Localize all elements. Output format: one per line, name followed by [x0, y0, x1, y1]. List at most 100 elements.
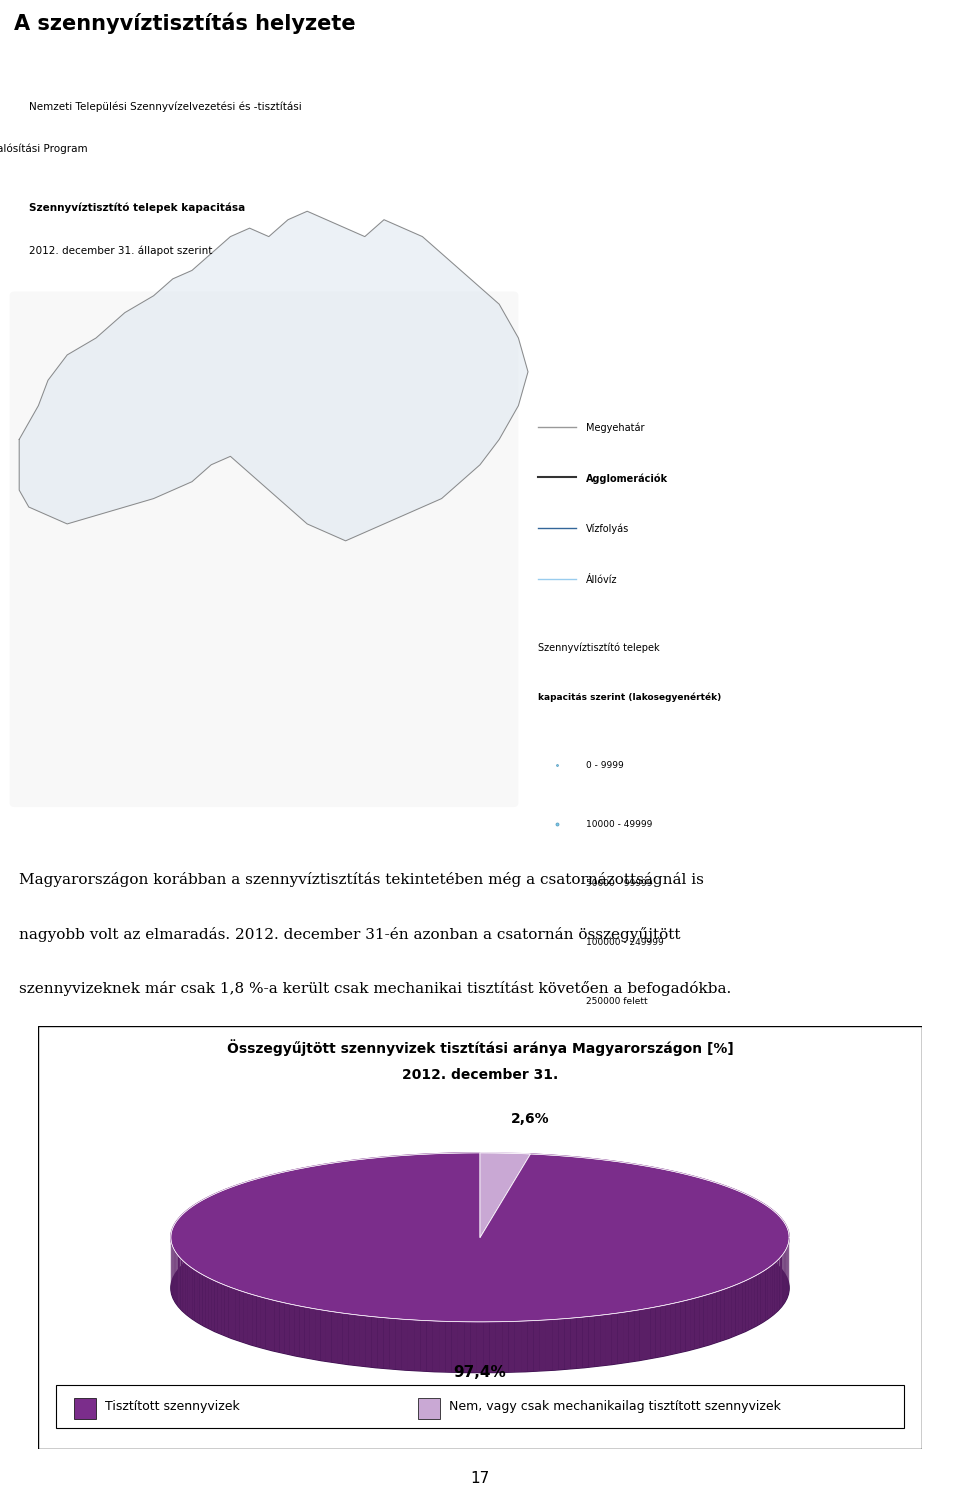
Polygon shape	[666, 1304, 671, 1355]
Text: Megyehatár: Megyehatár	[586, 423, 644, 433]
Polygon shape	[252, 1295, 256, 1346]
Polygon shape	[732, 1286, 735, 1337]
Polygon shape	[182, 1260, 184, 1313]
Text: 100000 - 249999: 100000 - 249999	[586, 939, 663, 948]
Polygon shape	[720, 1289, 724, 1342]
Polygon shape	[244, 1292, 248, 1345]
Polygon shape	[763, 1269, 765, 1322]
Polygon shape	[337, 1313, 343, 1364]
Polygon shape	[465, 1322, 470, 1373]
Polygon shape	[203, 1275, 205, 1326]
Polygon shape	[232, 1287, 236, 1340]
Polygon shape	[377, 1317, 384, 1369]
Polygon shape	[782, 1254, 783, 1305]
Bar	[56, 1385, 904, 1428]
Polygon shape	[408, 1319, 414, 1370]
Polygon shape	[256, 1296, 261, 1348]
Text: Tisztított szennyvizek: Tisztított szennyvizek	[105, 1400, 239, 1412]
Text: 2012. december 31.: 2012. december 31.	[402, 1068, 558, 1082]
Polygon shape	[757, 1274, 760, 1325]
Polygon shape	[208, 1278, 211, 1329]
Polygon shape	[635, 1310, 639, 1361]
Text: 0 - 9999: 0 - 9999	[586, 761, 623, 770]
Polygon shape	[783, 1251, 784, 1304]
Ellipse shape	[171, 1204, 789, 1373]
Text: Magyarországon korábban a szennyvíztisztítás tekintetében még a csatornázottságn: Magyarországon korábban a szennyvíztiszt…	[19, 872, 704, 887]
Polygon shape	[480, 1153, 530, 1237]
Polygon shape	[236, 1289, 240, 1342]
Text: nagyobb volt az elmaradás. 2012. december 31-én azonban a csatornán összegyűjtöt: nagyobb volt az elmaradás. 2012. decembe…	[19, 927, 681, 942]
Polygon shape	[445, 1322, 451, 1372]
Polygon shape	[433, 1320, 439, 1372]
Polygon shape	[496, 1322, 502, 1373]
Polygon shape	[490, 1322, 496, 1373]
Polygon shape	[676, 1302, 681, 1354]
Polygon shape	[343, 1313, 348, 1364]
Polygon shape	[477, 1322, 483, 1373]
Polygon shape	[180, 1259, 182, 1311]
Polygon shape	[540, 1320, 546, 1372]
Polygon shape	[515, 1322, 521, 1372]
Polygon shape	[176, 1251, 177, 1304]
Polygon shape	[778, 1259, 780, 1311]
FancyBboxPatch shape	[10, 291, 518, 807]
Polygon shape	[188, 1265, 190, 1317]
Polygon shape	[384, 1317, 390, 1369]
Polygon shape	[645, 1308, 650, 1360]
Text: 2012. december 31. állapot szerint: 2012. december 31. állapot szerint	[29, 244, 212, 255]
Polygon shape	[623, 1311, 629, 1363]
Polygon shape	[177, 1254, 178, 1305]
Polygon shape	[348, 1314, 354, 1366]
Polygon shape	[784, 1249, 785, 1302]
Polygon shape	[681, 1301, 685, 1352]
Polygon shape	[606, 1314, 612, 1366]
Polygon shape	[178, 1255, 180, 1307]
Polygon shape	[671, 1302, 676, 1355]
Polygon shape	[650, 1307, 656, 1358]
Polygon shape	[279, 1302, 284, 1354]
Polygon shape	[390, 1319, 396, 1369]
Polygon shape	[704, 1295, 708, 1346]
Polygon shape	[639, 1308, 645, 1361]
Polygon shape	[304, 1307, 310, 1358]
Polygon shape	[420, 1320, 426, 1372]
Polygon shape	[776, 1260, 778, 1313]
Polygon shape	[656, 1305, 660, 1358]
Polygon shape	[739, 1283, 742, 1334]
Polygon shape	[321, 1310, 326, 1361]
Text: Összegyűjtött szennyvizek tisztítási aránya Magyarországon [%]: Összegyűjtött szennyvizek tisztítási ará…	[227, 1038, 733, 1056]
Polygon shape	[708, 1293, 712, 1345]
Polygon shape	[583, 1316, 588, 1367]
Polygon shape	[261, 1298, 265, 1349]
Polygon shape	[716, 1290, 720, 1343]
Polygon shape	[780, 1257, 781, 1308]
Text: kapacitás szerint (lakosegyenérték): kapacitás szerint (lakosegyenérték)	[538, 693, 721, 702]
Text: Nemzeti Települési Szennyvízelvezetési és -tisztítási: Nemzeti Települési Szennyvízelvezetési é…	[29, 101, 301, 112]
Polygon shape	[458, 1322, 465, 1373]
Polygon shape	[521, 1320, 527, 1372]
Polygon shape	[451, 1322, 458, 1372]
Polygon shape	[270, 1299, 275, 1351]
Text: 17: 17	[470, 1471, 490, 1486]
Polygon shape	[570, 1317, 577, 1369]
Polygon shape	[439, 1322, 445, 1372]
Polygon shape	[19, 211, 528, 540]
Polygon shape	[192, 1268, 195, 1320]
Polygon shape	[240, 1290, 244, 1343]
Polygon shape	[629, 1311, 635, 1363]
Polygon shape	[225, 1286, 228, 1337]
Polygon shape	[396, 1319, 402, 1370]
Polygon shape	[772, 1263, 774, 1316]
Polygon shape	[559, 1319, 564, 1370]
Polygon shape	[366, 1316, 372, 1367]
Polygon shape	[205, 1277, 208, 1328]
Polygon shape	[175, 1249, 176, 1302]
Bar	[419, 1397, 441, 1418]
Polygon shape	[774, 1262, 776, 1314]
Polygon shape	[690, 1298, 695, 1351]
Polygon shape	[546, 1319, 552, 1370]
Polygon shape	[360, 1316, 366, 1367]
Polygon shape	[470, 1322, 477, 1373]
Polygon shape	[712, 1292, 716, 1345]
Polygon shape	[331, 1311, 337, 1363]
